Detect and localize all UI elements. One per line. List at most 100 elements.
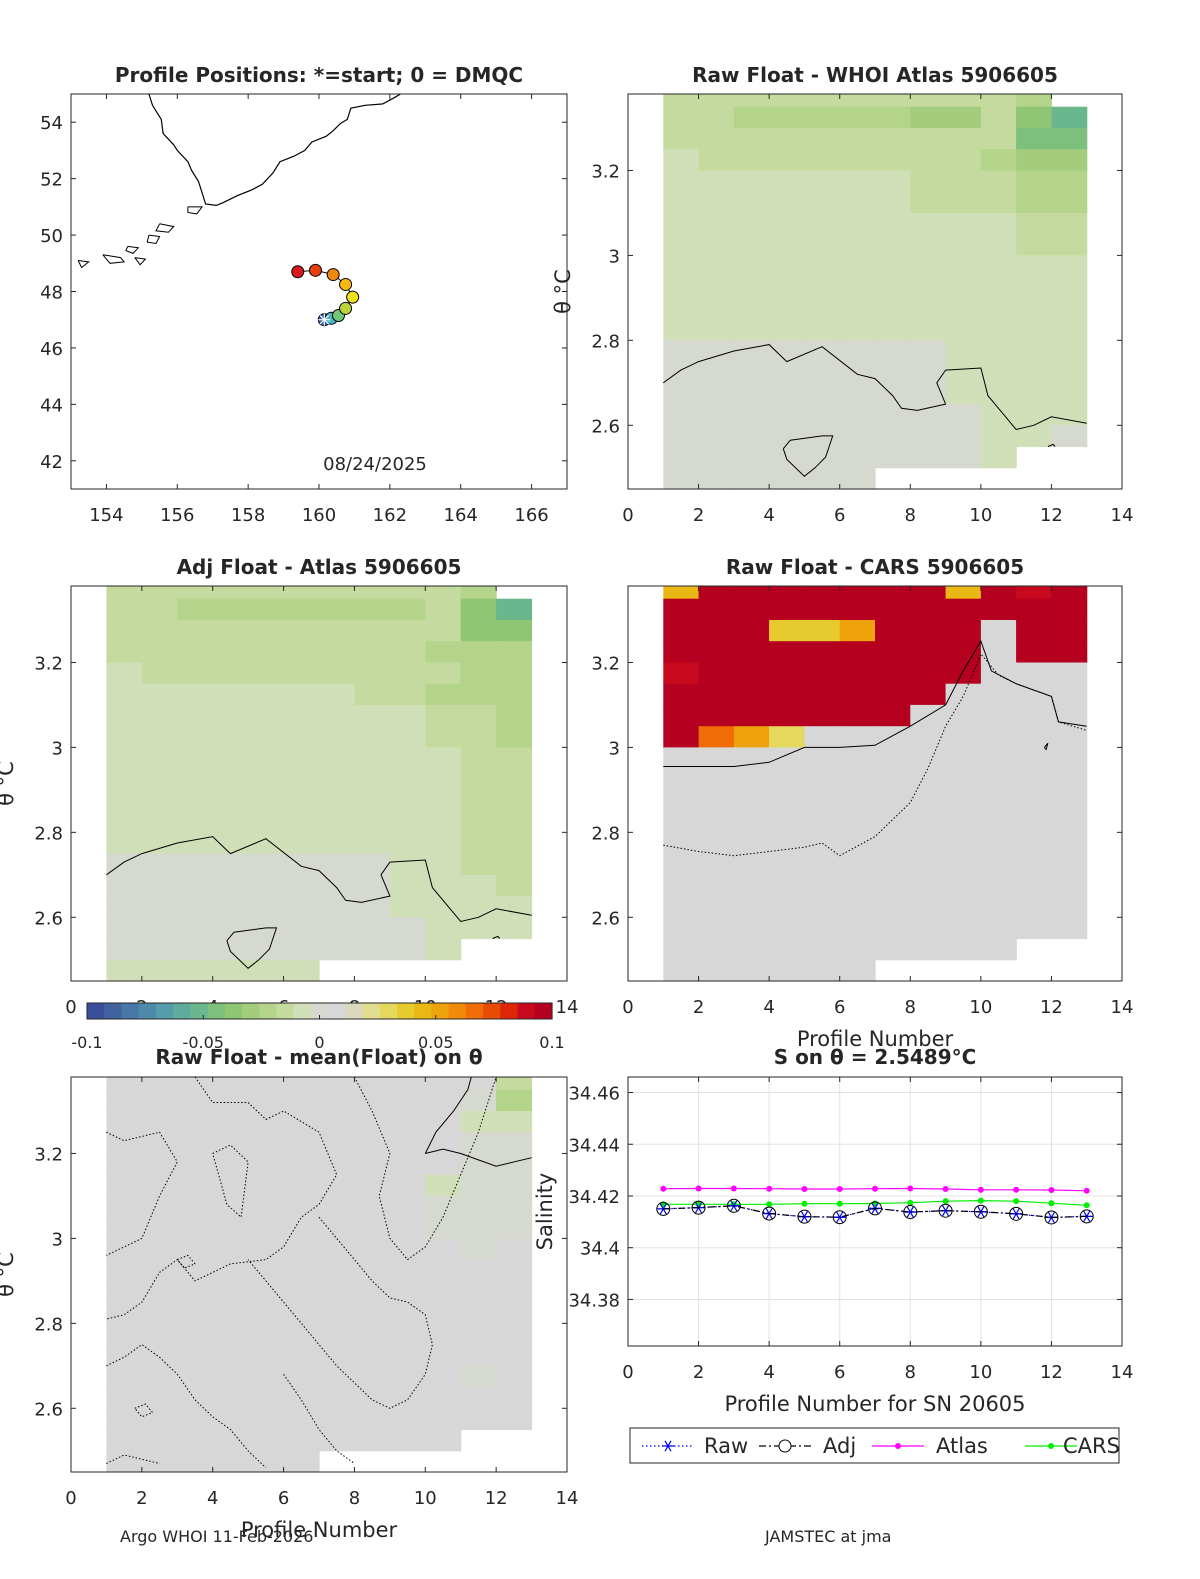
heatmap-cell [980, 747, 1017, 770]
heatmap-cell [875, 598, 911, 621]
heatmap-cell [980, 938, 1017, 961]
heatmap-cell [769, 768, 805, 791]
heatmap-cell [663, 361, 700, 384]
heatmap-cell [663, 191, 700, 214]
heatmap-cell [910, 938, 947, 961]
heatmap-cell [910, 170, 947, 193]
heatmap-cell [733, 726, 770, 748]
heatmap-cell [496, 1077, 533, 1091]
x-tick-label: 12 [1040, 505, 1063, 526]
x-tick-label: 0 [622, 997, 633, 1018]
heatmap-cell [769, 896, 805, 918]
heatmap-cell [1051, 896, 1088, 918]
heatmap-cell [248, 1217, 285, 1239]
heatmap-cell [106, 1323, 143, 1346]
heatmap-cell [804, 726, 841, 748]
y-axis-label: θ °C [551, 269, 575, 314]
heatmap-cell [425, 1365, 462, 1388]
colorbar-swatch [138, 1003, 157, 1019]
x-tick-label: 4 [763, 997, 774, 1018]
heatmap-cell [769, 704, 805, 727]
heatmap-cell [354, 1344, 391, 1367]
heatmap-cell [177, 1153, 214, 1176]
heatmap-cell [496, 917, 533, 940]
series-line-adj [663, 1205, 1087, 1219]
heatmap-cell [283, 1408, 320, 1431]
heatmap-cell [283, 811, 320, 833]
heatmap-cell [733, 425, 770, 448]
heatmap-cell [1016, 149, 1052, 171]
heatmap-cell [319, 1365, 355, 1388]
heatmap-cell [354, 1174, 391, 1197]
heatmap-cell [354, 896, 391, 918]
heatmap-cell [389, 853, 426, 876]
heatmap-cell [177, 662, 214, 685]
heatmap-cell [106, 768, 143, 791]
heatmap-cell [839, 94, 876, 108]
heatmap-cell [945, 404, 982, 426]
heatmap-cell [248, 1077, 285, 1091]
heatmap-cell [425, 874, 462, 897]
heatmap-cell [875, 874, 911, 897]
heatmap-cell [910, 361, 947, 384]
colorbar-swatch [242, 1003, 260, 1019]
heatmap-cell [980, 726, 1017, 748]
heatmap-cell [980, 768, 1017, 791]
y-tick-label: 46 [40, 339, 63, 360]
heatmap-cell [1051, 641, 1088, 663]
heatmap-cell [106, 641, 143, 663]
heatmap-cell [354, 768, 391, 791]
heatmap-cell [319, 683, 355, 706]
panel-map: Profile Positions: *=start; 0 = DMQC 154… [40, 63, 568, 526]
heatmap-cell [389, 1365, 426, 1388]
footer-left: Argo WHOI 11-Feb-2026 [120, 1527, 313, 1546]
heatmap-cell [733, 446, 770, 469]
heatmap-cell [319, 1323, 355, 1346]
heatmap-cell [698, 191, 735, 214]
heatmap-cell [425, 726, 462, 748]
heatmap-cell [106, 1174, 143, 1197]
heatmap-cell [980, 425, 1017, 448]
heatmap-cell [212, 620, 249, 642]
panel-raw-mean: Raw Float - mean(Float) on θ 0 2 4 6 8 10 12 14… [0, 1045, 578, 1542]
heatmap-cell [733, 149, 770, 171]
x-tick-label: 164 [444, 505, 478, 526]
heatmap-cell [839, 747, 876, 770]
contour-solid [226, 927, 278, 969]
axes-box [70, 1076, 568, 1473]
heatmap-cell [875, 446, 911, 469]
heatmap-cell [283, 704, 320, 727]
heatmap-cell [425, 1132, 462, 1154]
heatmap-cell [283, 1077, 320, 1091]
heatmap-cell [354, 1429, 391, 1452]
heatmap-cell [1051, 170, 1088, 193]
heatmap-cell [425, 1111, 462, 1133]
heatmap-cells [663, 94, 1088, 490]
panel-adj-atlas: Adj Float - Atlas 5906605 024681012142.6… [0, 555, 578, 1018]
heatmap-cell [141, 1344, 178, 1367]
heatmap-cell [910, 297, 947, 320]
heatmap-cell [389, 938, 426, 961]
heatmap-cell [980, 917, 1017, 940]
heatmap-cell [875, 768, 911, 791]
heatmap-cell [804, 382, 841, 405]
y-tick-label: 52 [40, 170, 63, 191]
heatmap-cell [212, 1077, 249, 1091]
x-tick-label: 156 [160, 505, 194, 526]
heatmap-cell [875, 94, 911, 108]
heatmap-cell [733, 683, 770, 706]
heatmap-cell [698, 340, 735, 363]
heatmap-cell [769, 149, 805, 171]
heatmap-cell [804, 662, 841, 685]
heatmap-cell [1016, 106, 1052, 129]
heatmap-cell [177, 811, 214, 833]
heatmap-cell [875, 917, 911, 940]
heatmap-cell [425, 768, 462, 791]
heatmap-cell [733, 297, 770, 320]
contour-dotted [353, 1077, 497, 1261]
heatmap-cell [945, 446, 982, 469]
heatmap-cell [1051, 704, 1088, 727]
heatmap-cell [769, 128, 805, 150]
